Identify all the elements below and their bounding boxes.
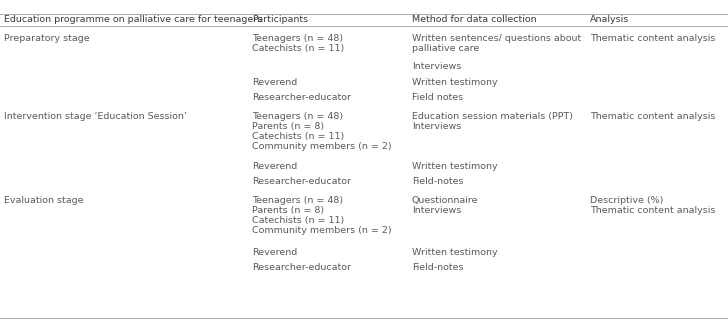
Text: Teenagers (n = 48): Teenagers (n = 48)	[252, 34, 343, 43]
Text: Reverend: Reverend	[252, 248, 297, 257]
Text: Community members (n = 2): Community members (n = 2)	[252, 142, 392, 151]
Text: Parents (n = 8): Parents (n = 8)	[252, 206, 324, 215]
Text: Catechists (n = 11): Catechists (n = 11)	[252, 132, 344, 141]
Text: Method for data collection: Method for data collection	[412, 15, 537, 24]
Text: Preparatory stage: Preparatory stage	[4, 34, 90, 43]
Text: Written testimony: Written testimony	[412, 248, 498, 257]
Text: Field-notes: Field-notes	[412, 263, 464, 272]
Text: Parents (n = 8): Parents (n = 8)	[252, 122, 324, 131]
Text: Analysis: Analysis	[590, 15, 629, 24]
Text: Reverend: Reverend	[252, 78, 297, 87]
Text: Researcher-educator: Researcher-educator	[252, 177, 351, 186]
Text: Teenagers (n = 48): Teenagers (n = 48)	[252, 196, 343, 205]
Text: palliative care: palliative care	[412, 44, 479, 53]
Text: Community members (n = 2): Community members (n = 2)	[252, 226, 392, 235]
Text: Questionnaire: Questionnaire	[412, 196, 478, 205]
Text: Catechists (n = 11): Catechists (n = 11)	[252, 44, 344, 53]
Text: Written testimony: Written testimony	[412, 162, 498, 171]
Text: Participants: Participants	[252, 15, 308, 24]
Text: Researcher-educator: Researcher-educator	[252, 93, 351, 102]
Text: Field-notes: Field-notes	[412, 177, 464, 186]
Text: Interviews: Interviews	[412, 122, 462, 131]
Text: Education programme on palliative care for teenagers: Education programme on palliative care f…	[4, 15, 262, 24]
Text: Catechists (n = 11): Catechists (n = 11)	[252, 216, 344, 225]
Text: Reverend: Reverend	[252, 162, 297, 171]
Text: Interviews: Interviews	[412, 62, 462, 71]
Text: Thematic content analysis: Thematic content analysis	[590, 112, 716, 121]
Text: Teenagers (n = 48): Teenagers (n = 48)	[252, 112, 343, 121]
Text: Written sentences/ questions about: Written sentences/ questions about	[412, 34, 581, 43]
Text: Interviews: Interviews	[412, 206, 462, 215]
Text: Researcher-educator: Researcher-educator	[252, 263, 351, 272]
Text: Evaluation stage: Evaluation stage	[4, 196, 84, 205]
Text: Thematic content analysis: Thematic content analysis	[590, 34, 716, 43]
Text: Thematic content analysis: Thematic content analysis	[590, 206, 716, 215]
Text: Written testimony: Written testimony	[412, 78, 498, 87]
Text: Descriptive (%): Descriptive (%)	[590, 196, 663, 205]
Text: Field notes: Field notes	[412, 93, 463, 102]
Text: Education session materials (PPT): Education session materials (PPT)	[412, 112, 573, 121]
Text: Intervention stage ‘Education Session’: Intervention stage ‘Education Session’	[4, 112, 187, 121]
